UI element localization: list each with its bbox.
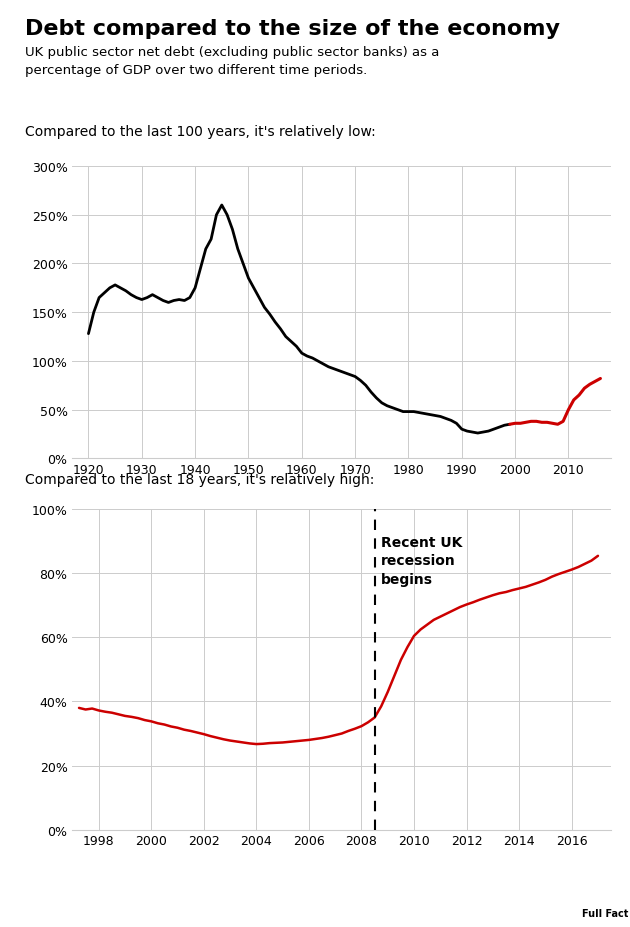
Text: UK public sector net debt (excluding public sector banks) as a
percentage of GDP: UK public sector net debt (excluding pub… (25, 46, 440, 77)
Text: Debt compared to the size of the economy: Debt compared to the size of the economy (25, 19, 560, 39)
Text: Office for Budget Responsibility, Public Finances Databank, March 2017;: Office for Budget Responsibility, Public… (72, 860, 525, 873)
Text: Office for National Statistics, time series ID HF6X, April 2017: Office for National Statistics, time ser… (19, 903, 399, 916)
Text: Full Fact: Full Fact (581, 908, 628, 919)
Text: Source:: Source: (19, 860, 72, 873)
Polygon shape (545, 844, 621, 925)
Text: Compared to the last 100 years, it's relatively low:: Compared to the last 100 years, it's rel… (25, 125, 376, 139)
Text: Recent UK
recession
begins: Recent UK recession begins (381, 536, 462, 586)
Text: Compared to the last 18 years, it's relatively high:: Compared to the last 18 years, it's rela… (25, 473, 375, 487)
